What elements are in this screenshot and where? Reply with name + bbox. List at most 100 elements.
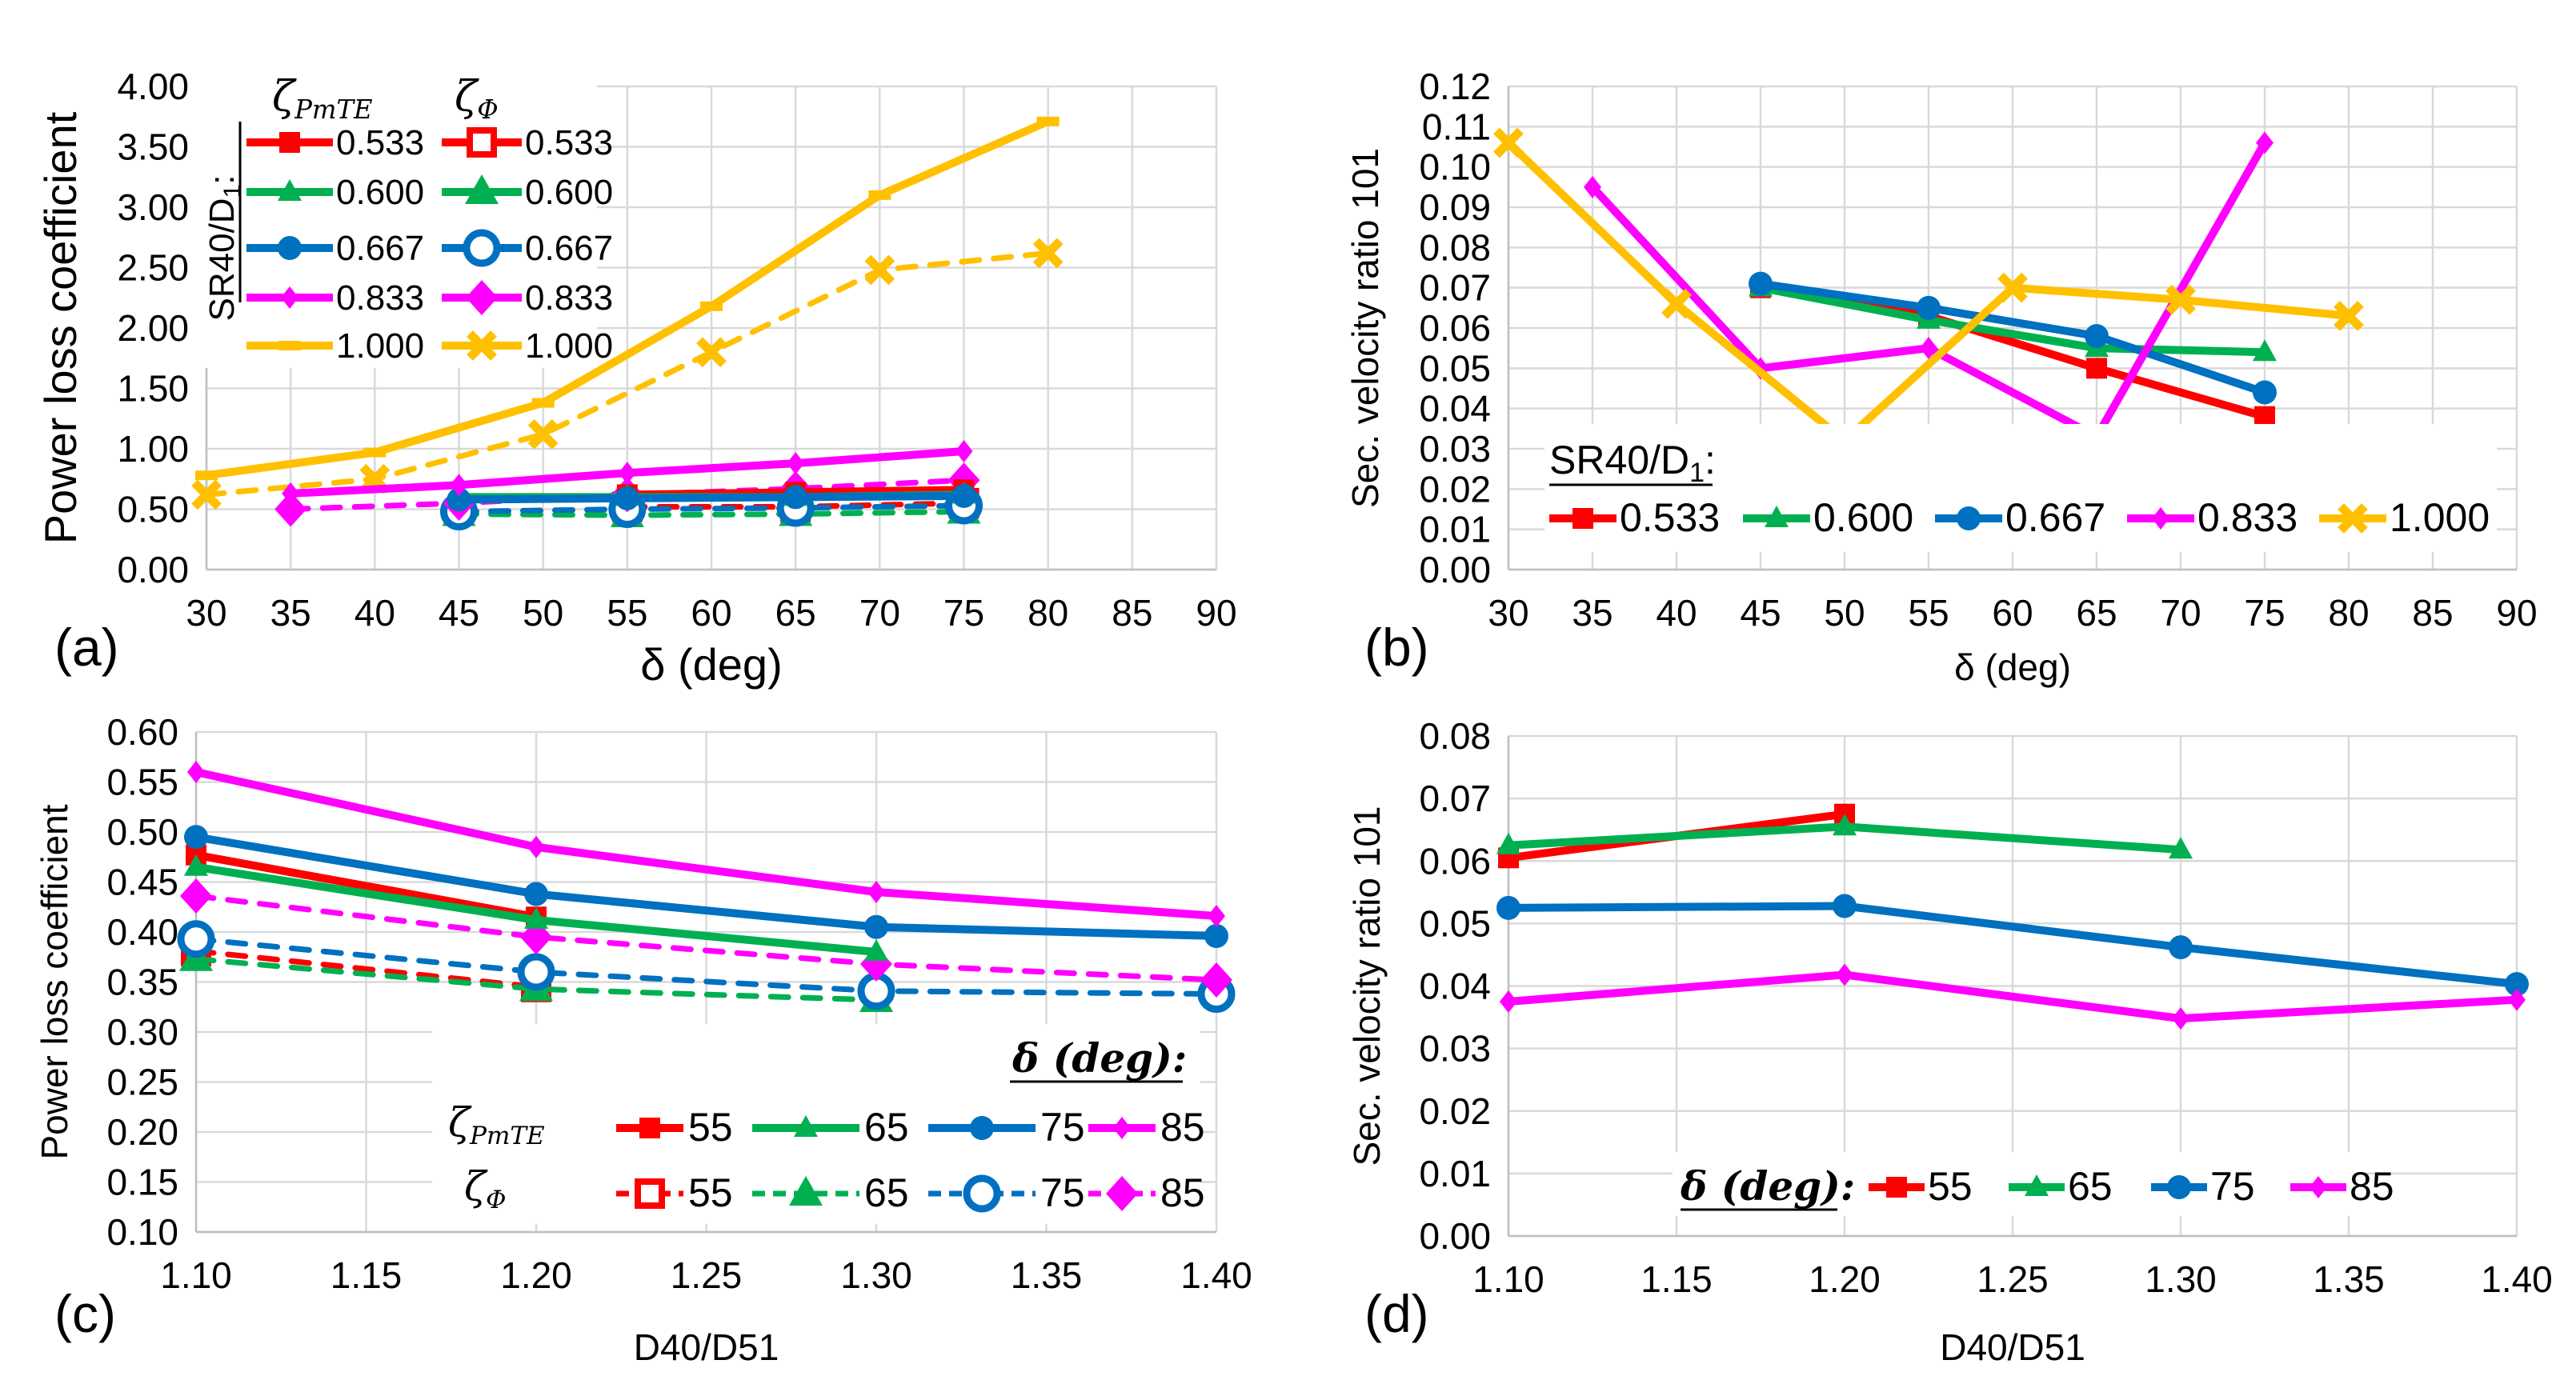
data-point xyxy=(868,190,891,200)
x-tick-label: 30 xyxy=(1488,592,1528,634)
x-tick-label: 75 xyxy=(2244,592,2285,634)
y-tick-label: 0.06 xyxy=(1419,840,1491,882)
y-tick-label: 3.50 xyxy=(117,126,189,168)
legend-marker xyxy=(463,229,501,267)
x-tick-label: 1.20 xyxy=(500,1254,572,1296)
legend-marker xyxy=(278,236,302,260)
data-point xyxy=(864,939,888,961)
series-line xyxy=(1504,138,2353,445)
legend-marker xyxy=(2025,1174,2049,1196)
legend-marker xyxy=(467,127,497,158)
legend-marker xyxy=(794,1115,818,1137)
x-tick-label: 90 xyxy=(1196,592,1236,634)
legend-c-solid-label: 65 xyxy=(864,1105,909,1150)
series-line xyxy=(456,509,967,518)
legend-b-swatch xyxy=(2127,507,2194,530)
data-point xyxy=(2508,988,2526,1011)
legend-c-row2-label: ζΦ xyxy=(464,1163,507,1214)
legend-c-header: δ (deg): xyxy=(1012,1034,1187,1082)
x-tick-label: 50 xyxy=(1824,592,1865,634)
panel-c: 1.10 1.15 1.20 1.25 1.30 1.35 1.40 0.10 0.15 0.20… xyxy=(34,711,1252,1368)
series-line xyxy=(1504,970,2521,1023)
legend-a-solid-label: 1.000 xyxy=(336,326,424,366)
legend-b-label-item: 0.833 xyxy=(2197,495,2298,540)
x-tick-label: 50 xyxy=(523,592,563,634)
data-point xyxy=(787,452,805,475)
data-point xyxy=(184,825,208,850)
y-tick-label: 0.04 xyxy=(1419,966,1491,1007)
x-tick-label: 35 xyxy=(270,592,311,634)
y-tick-label: 4.00 xyxy=(117,66,189,107)
legend-b-label: SR40/D1: xyxy=(1549,438,1716,488)
data-point xyxy=(864,914,888,939)
x-tick-label: 40 xyxy=(355,592,395,634)
data-point xyxy=(951,483,976,508)
data-point xyxy=(187,761,205,783)
x-tick-label: 55 xyxy=(1908,592,1949,634)
legend-b-swatch xyxy=(1935,506,2002,530)
legend-a-bg xyxy=(198,48,597,368)
x-tick-label: 70 xyxy=(859,592,900,634)
y-tick-label: 0.07 xyxy=(1419,778,1491,819)
data-point xyxy=(2085,324,2109,349)
legend-a-dash-label: 0.600 xyxy=(525,173,613,212)
y-tick-label: 0.50 xyxy=(117,489,189,530)
x-tick-label: 1.35 xyxy=(2313,1258,2385,1300)
y-tick-label: 0.00 xyxy=(1419,549,1491,590)
data-point xyxy=(2169,837,2193,859)
legend-b-label-item: 1.000 xyxy=(2390,495,2490,540)
data-point xyxy=(274,491,307,527)
legend-a-dash-swatch xyxy=(442,127,522,158)
y-tick-label: 0.04 xyxy=(1419,388,1491,430)
legend-a-dash-swatch xyxy=(442,280,522,315)
data-point xyxy=(1200,962,1232,998)
data-point xyxy=(618,462,636,485)
data-point xyxy=(1920,337,1937,360)
data-point xyxy=(1917,295,1941,320)
y-tick-label: 0.08 xyxy=(1419,226,1491,268)
legend-marker xyxy=(278,179,302,201)
data-point xyxy=(696,337,727,368)
x-tick-label: 45 xyxy=(439,592,479,634)
x-tick-label: 30 xyxy=(186,592,226,634)
x-tick-label: 1.20 xyxy=(1809,1258,1881,1300)
y-axis-label: Sec. velocity ratio 101 xyxy=(1344,148,1386,508)
panel-d: 1.10 1.15 1.20 1.25 1.30 1.35 1.40 0.00 0.01 0.02… xyxy=(1346,715,2553,1368)
data-point xyxy=(177,920,215,958)
y-tick-label: 0.00 xyxy=(1419,1215,1491,1257)
legend-c-solid-label: 55 xyxy=(688,1105,733,1150)
series-line xyxy=(1504,902,2521,989)
series-65 xyxy=(1496,814,2193,859)
data-point xyxy=(531,398,555,408)
data-point xyxy=(1661,288,1692,319)
legend-marker xyxy=(279,132,300,153)
data-point xyxy=(2165,284,2196,315)
y-tick-label: 0.10 xyxy=(1419,146,1491,188)
data-point xyxy=(867,881,885,903)
x-tick-label: 55 xyxy=(607,592,647,634)
y-tick-label: 0.30 xyxy=(106,1011,178,1053)
x-tick-label: 1.25 xyxy=(1977,1258,2049,1300)
x-tick-label: 40 xyxy=(1656,592,1697,634)
series-ζPmTE-75 xyxy=(184,825,1228,948)
x-tick-label: 1.10 xyxy=(1472,1258,1544,1300)
legend-marker xyxy=(2338,503,2368,534)
series-ζΦ-1.000 xyxy=(191,238,1064,510)
legend-d-label: 75 xyxy=(2210,1164,2255,1209)
legend-c-solid-label: 85 xyxy=(1160,1105,1205,1150)
legend-b-swatch xyxy=(2319,503,2386,534)
legend-a-solid-swatch xyxy=(246,179,333,201)
x-tick-label: 1.25 xyxy=(671,1254,743,1296)
y-tick-label: 0.50 xyxy=(106,811,178,853)
y-tick-label: 0.60 xyxy=(106,711,178,753)
y-tick-label: 0.11 xyxy=(1422,106,1491,147)
legend-a-solid-label: 0.600 xyxy=(336,173,424,212)
data-point xyxy=(1204,924,1228,948)
legend-d-label: 55 xyxy=(1928,1164,1973,1209)
series-ζPmTE-0.833 xyxy=(282,440,973,505)
series-line xyxy=(193,936,1220,997)
data-point xyxy=(1036,116,1060,126)
x-tick-label: 80 xyxy=(2328,592,2369,634)
data-point xyxy=(1836,963,1853,986)
